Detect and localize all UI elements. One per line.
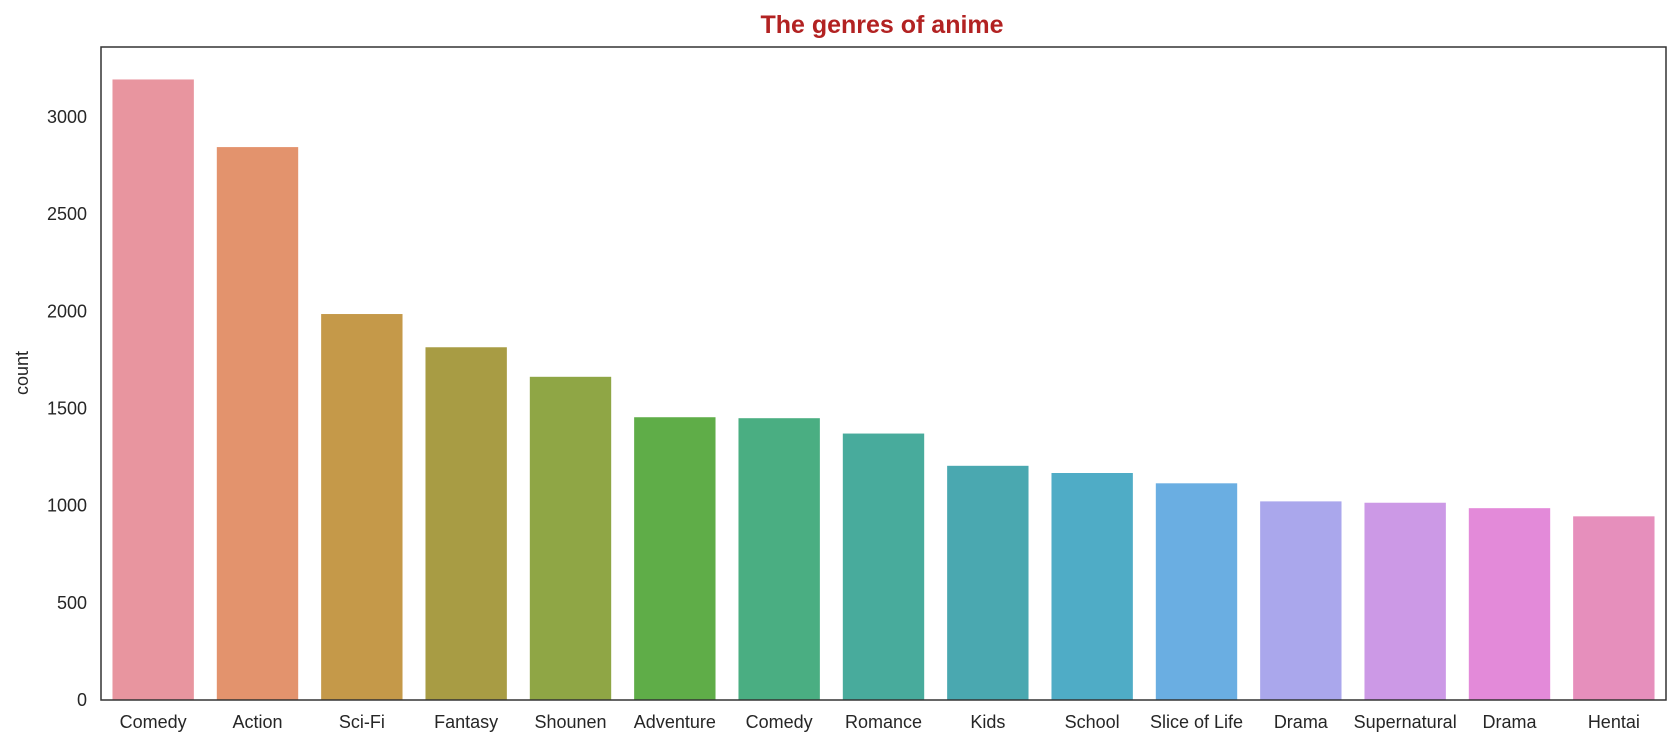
x-axis: Comedy Action Sci-Fi Fantasy Shounen Adventur… [120, 712, 1640, 732]
y-tick-label: 500 [57, 593, 87, 613]
x-tick-label: School [1065, 712, 1120, 732]
bar-11 [1260, 501, 1342, 700]
bar-2 [321, 314, 403, 700]
bar-4 [529, 376, 612, 700]
x-tick-label: Kids [970, 712, 1005, 732]
x-tick-label: Drama [1274, 712, 1329, 732]
x-tick-label: Hentai [1588, 712, 1640, 732]
bar-14 [1573, 516, 1655, 700]
bar-7 [842, 433, 925, 700]
x-tick-label: Adventure [634, 712, 716, 732]
x-tick-label: Fantasy [434, 712, 498, 732]
bar-1 [216, 147, 299, 701]
plot-area [112, 79, 1655, 701]
bar-5 [634, 417, 716, 700]
x-tick-label: Sci-Fi [339, 712, 385, 732]
bar-13 [1468, 508, 1551, 700]
x-tick-label: Comedy [746, 712, 813, 732]
x-tick-label: Drama [1482, 712, 1537, 732]
y-tick-label: 2000 [47, 301, 87, 321]
y-tick-label: 2500 [47, 204, 87, 224]
x-tick-label: Shounen [534, 712, 606, 732]
y-tick-label: 3000 [47, 107, 87, 127]
bar-3 [425, 347, 507, 700]
x-tick-label: Romance [845, 712, 922, 732]
chart-title: The genres of anime [760, 11, 1003, 39]
y-axis-label: count [12, 351, 32, 395]
bar-9 [1051, 473, 1133, 700]
bar-10 [1155, 483, 1238, 700]
bar-0 [112, 79, 194, 700]
bar-8 [947, 465, 1029, 700]
x-tick-label: Action [232, 712, 282, 732]
bar-12 [1364, 502, 1446, 700]
y-tick-label: 0 [77, 690, 87, 710]
x-tick-label: Comedy [120, 712, 187, 732]
y-axis: 0 500 1000 1500 2000 2500 3000 [47, 107, 87, 710]
x-tick-label: Supernatural [1354, 712, 1457, 732]
y-tick-label: 1500 [47, 398, 87, 418]
axes-frame [100, 46, 1667, 701]
bar-6 [738, 418, 820, 700]
x-tick-label: Slice of Life [1150, 712, 1243, 732]
y-tick-label: 1000 [47, 496, 87, 516]
